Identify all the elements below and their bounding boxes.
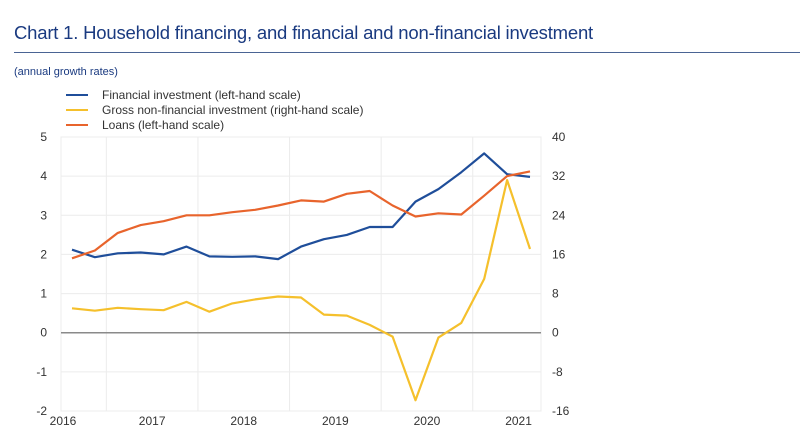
legend: Financial investment (left-hand scale) G… bbox=[66, 87, 363, 132]
y-right-tick-label: 32 bbox=[552, 169, 566, 183]
series-lines bbox=[71, 152, 532, 402]
legend-swatch-loans bbox=[66, 123, 88, 126]
y-right-tick-label: 40 bbox=[552, 130, 566, 144]
y-left-tick-label: 4 bbox=[40, 169, 47, 183]
y-left-tick-label: -2 bbox=[36, 404, 47, 418]
y-left-tick-label: -1 bbox=[36, 365, 47, 379]
y-left-tick-label: 3 bbox=[40, 208, 47, 222]
y-right-tick-label: 16 bbox=[552, 247, 566, 261]
legend-item-gross: Gross non-financial investment (right-ha… bbox=[66, 102, 363, 117]
y-left-tick-label: 2 bbox=[40, 247, 47, 261]
grid bbox=[60, 136, 542, 412]
plot-border bbox=[60, 136, 542, 412]
legend-swatch-financial bbox=[66, 93, 88, 96]
title-divider bbox=[14, 52, 800, 53]
y-left-tick-label: 5 bbox=[40, 130, 47, 144]
x-tick-label: 2017 bbox=[139, 414, 166, 428]
y-right-tick-label: 0 bbox=[552, 326, 559, 340]
y-left-tick-label: 1 bbox=[40, 287, 47, 301]
legend-item-financial: Financial investment (left-hand scale) bbox=[66, 87, 363, 102]
legend-label-financial: Financial investment (left-hand scale) bbox=[102, 87, 301, 102]
chart-subtitle: (annual growth rates) bbox=[14, 66, 118, 78]
legend-swatch-gross bbox=[66, 108, 88, 111]
legend-item-loans: Loans (left-hand scale) bbox=[66, 117, 363, 132]
series-line-gross-non-financial-investment bbox=[71, 179, 532, 402]
chart-title: Chart 1. Household financing, and financ… bbox=[14, 22, 594, 43]
x-tick-label: 2021 bbox=[505, 414, 532, 428]
legend-label-loans: Loans (left-hand scale) bbox=[102, 117, 225, 132]
y-right-tick-label: -8 bbox=[552, 365, 563, 379]
y-right-tick-label: 8 bbox=[552, 287, 559, 301]
series-line-financial-investment bbox=[71, 152, 531, 261]
y-right-tick-label: 24 bbox=[552, 208, 566, 222]
y-left-tick-label: 0 bbox=[40, 326, 47, 340]
x-tick-label: 2019 bbox=[322, 414, 349, 428]
y-right-tick-label: -16 bbox=[552, 404, 570, 418]
legend-label-gross: Gross non-financial investment (right-ha… bbox=[102, 102, 364, 117]
x-tick-label: 2016 bbox=[50, 414, 77, 428]
x-tick-label: 2018 bbox=[230, 414, 257, 428]
series-line-loans bbox=[71, 170, 531, 260]
x-tick-label: 2020 bbox=[414, 414, 441, 428]
